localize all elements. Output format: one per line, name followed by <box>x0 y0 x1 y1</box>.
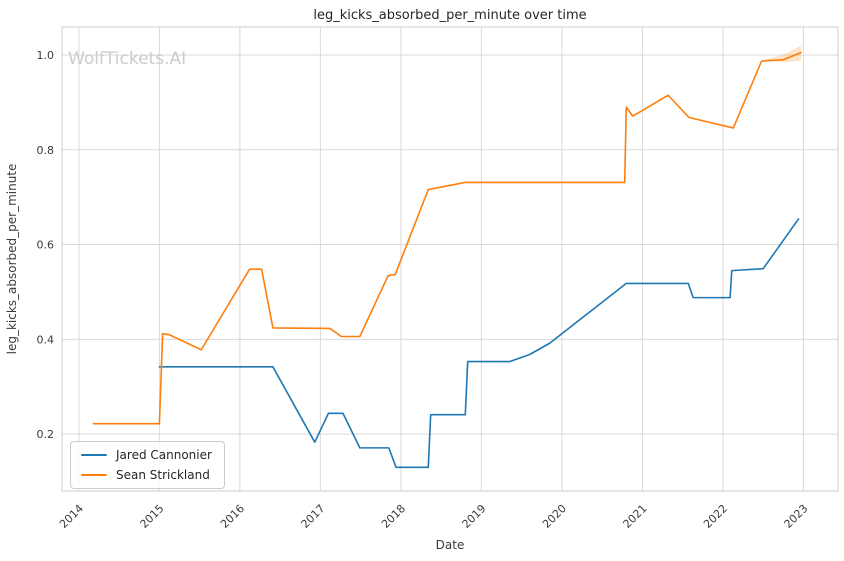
y-tick-label: 0.6 <box>37 239 55 252</box>
y-axis-label: leg_kicks_absorbed_per_minute <box>5 164 19 355</box>
confidence-band-sean-strickland <box>763 45 801 63</box>
series-lines <box>92 51 802 469</box>
y-tick-label: 0.4 <box>37 333 55 346</box>
x-tick-label: 2021 <box>621 502 650 531</box>
legend-entry-jared-cannonier: Jared Cannonier <box>81 448 212 462</box>
series-line-sean-strickland <box>92 51 802 425</box>
chart-title: leg_kicks_absorbed_per_minute over time <box>313 8 586 23</box>
plot-border <box>61 26 839 492</box>
y-tick-label: 0.2 <box>37 428 55 441</box>
x-tick-label: 2018 <box>379 502 408 531</box>
confidence-bands <box>763 45 801 63</box>
legend-label: Jared Cannonier <box>116 448 212 462</box>
legend: Jared Cannonier Sean Strickland <box>70 441 225 489</box>
series-line-jared-cannonier <box>158 218 800 469</box>
x-axis-label: Date <box>436 538 465 552</box>
y-tick-label: 0.8 <box>37 144 55 157</box>
x-tick-label: 2017 <box>299 502 328 531</box>
legend-label: Sean Strickland <box>116 468 210 482</box>
x-tick-label: 2015 <box>138 502 167 531</box>
legend-swatch-jared-cannonier <box>81 454 107 456</box>
x-tick-label: 2019 <box>460 502 489 531</box>
x-tick-label: 2023 <box>782 502 811 531</box>
grid-lines <box>62 27 838 491</box>
x-tick-label: 2014 <box>57 502 86 531</box>
x-tick-label: 2022 <box>701 502 730 531</box>
legend-swatch-sean-strickland <box>81 474 107 476</box>
x-tick-label: 2020 <box>540 502 569 531</box>
watermark: WolfTickets.AI <box>68 49 186 69</box>
x-tick-label: 2016 <box>218 502 247 531</box>
y-tick-label: 1.0 <box>37 49 55 62</box>
legend-entry-sean-strickland: Sean Strickland <box>81 468 212 482</box>
